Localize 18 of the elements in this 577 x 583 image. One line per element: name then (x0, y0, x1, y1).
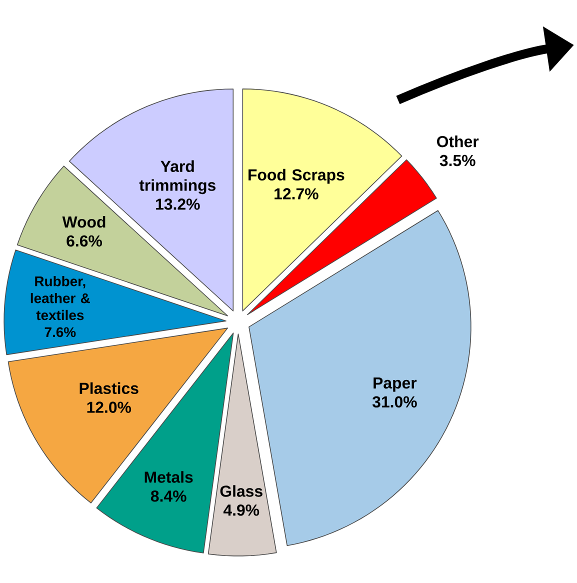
slice-label: Metals (144, 471, 193, 483)
data-label: 31.0% (372, 396, 417, 408)
slice-label: Yard trimmings (139, 160, 216, 194)
data-label: 8.4% (150, 490, 186, 502)
data-label: 13.2% (156, 198, 200, 210)
data-label: 7.6% (44, 327, 76, 338)
data-label: 4.9% (223, 504, 260, 516)
data-label: 3.5% (440, 154, 476, 166)
data-label: 6.6% (66, 235, 102, 247)
slice-label: Rubber, leather & textiles (30, 276, 90, 320)
slice-label: Paper (374, 377, 417, 392)
slice-label: Glass (220, 485, 262, 497)
slice-label: Wood (62, 216, 106, 228)
slice-label: Food Scraps (248, 168, 344, 184)
data-label: 12.7% (274, 188, 318, 200)
data-label: 12.0% (87, 402, 132, 413)
slice-label: Plastics (80, 382, 138, 394)
slice-label: Other (437, 136, 479, 148)
